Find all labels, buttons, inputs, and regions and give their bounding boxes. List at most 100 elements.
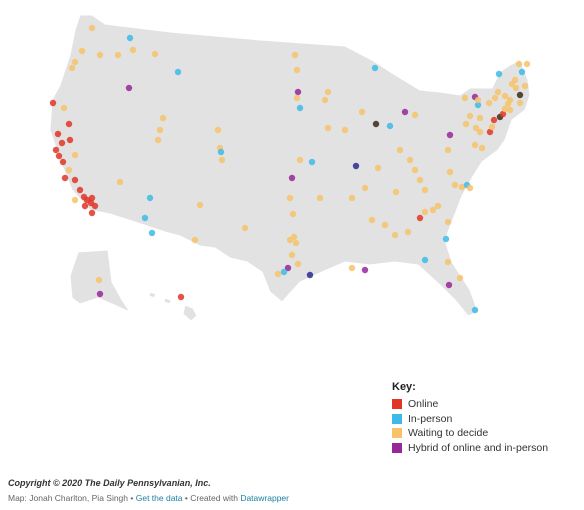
institution-dot[interactable] (196, 201, 204, 209)
institution-dot[interactable] (476, 128, 484, 136)
institution-dot[interactable] (114, 51, 122, 59)
institution-dot[interactable] (416, 176, 424, 184)
datawrapper-link[interactable]: Datawrapper (240, 493, 289, 503)
institution-dot[interactable] (125, 84, 133, 92)
institution-dot[interactable] (512, 84, 520, 92)
institution-dot[interactable] (88, 194, 96, 202)
institution-dot[interactable] (421, 186, 429, 194)
institution-dot[interactable] (511, 76, 519, 84)
institution-dot[interactable] (293, 94, 301, 102)
get-data-link[interactable]: Get the data (135, 493, 183, 503)
institution-dot[interactable] (217, 148, 225, 156)
institution-dot[interactable] (71, 58, 79, 66)
institution-dot[interactable] (421, 208, 429, 216)
institution-dot[interactable] (286, 194, 294, 202)
institution-dot[interactable] (159, 114, 167, 122)
institution-dot[interactable] (429, 206, 437, 214)
institution-dot[interactable] (521, 82, 529, 90)
institution-dot[interactable] (76, 186, 84, 194)
institution-dot[interactable] (308, 158, 316, 166)
institution-dot[interactable] (486, 128, 494, 136)
institution-dot[interactable] (288, 174, 296, 182)
institution-dot[interactable] (66, 136, 74, 144)
institution-dot[interactable] (96, 51, 104, 59)
institution-dot[interactable] (391, 231, 399, 239)
institution-dot[interactable] (372, 120, 380, 128)
institution-dot[interactable] (116, 178, 124, 186)
institution-dot[interactable] (294, 88, 302, 96)
institution-dot[interactable] (60, 104, 68, 112)
institution-dot[interactable] (396, 146, 404, 154)
institution-dot[interactable] (341, 126, 349, 134)
institution-dot[interactable] (274, 270, 282, 278)
institution-dot[interactable] (444, 146, 452, 154)
institution-dot[interactable] (494, 88, 502, 96)
institution-dot[interactable] (96, 290, 104, 298)
institution-dot[interactable] (466, 112, 474, 120)
institution-dot[interactable] (177, 293, 185, 301)
institution-dot[interactable] (306, 271, 314, 279)
institution-dot[interactable] (95, 276, 103, 284)
institution-dot[interactable] (404, 228, 412, 236)
institution-dot[interactable] (88, 24, 96, 32)
institution-dot[interactable] (411, 111, 419, 119)
institution-dot[interactable] (368, 216, 376, 224)
institution-dot[interactable] (91, 202, 99, 210)
institution-dot[interactable] (129, 46, 137, 54)
institution-dot[interactable] (81, 202, 89, 210)
institution-dot[interactable] (476, 114, 484, 122)
institution-dot[interactable] (444, 258, 452, 266)
institution-dot[interactable] (52, 146, 60, 154)
institution-dot[interactable] (421, 256, 429, 264)
institution-dot[interactable] (471, 306, 479, 314)
institution-dot[interactable] (523, 60, 531, 68)
institution-dot[interactable] (386, 122, 394, 130)
institution-dot[interactable] (151, 50, 159, 58)
institution-dot[interactable] (88, 209, 96, 217)
institution-dot[interactable] (296, 104, 304, 112)
institution-dot[interactable] (474, 96, 482, 104)
institution-dot[interactable] (495, 70, 503, 78)
institution-dot[interactable] (214, 126, 222, 134)
institution-dot[interactable] (191, 236, 199, 244)
institution-dot[interactable] (58, 139, 66, 147)
institution-dot[interactable] (352, 162, 360, 170)
institution-dot[interactable] (358, 108, 366, 116)
institution-dot[interactable] (361, 266, 369, 274)
institution-dot[interactable] (456, 274, 464, 282)
institution-dot[interactable] (515, 60, 523, 68)
institution-dot[interactable] (501, 105, 509, 113)
institution-dot[interactable] (280, 268, 288, 276)
institution-dot[interactable] (401, 108, 409, 116)
institution-dot[interactable] (148, 229, 156, 237)
institution-dot[interactable] (478, 144, 486, 152)
institution-dot[interactable] (445, 281, 453, 289)
institution-dot[interactable] (434, 202, 442, 210)
institution-dot[interactable] (466, 184, 474, 192)
institution-dot[interactable] (458, 183, 466, 191)
institution-dot[interactable] (71, 151, 79, 159)
institution-dot[interactable] (324, 88, 332, 96)
institution-dot[interactable] (59, 158, 67, 166)
institution-dot[interactable] (71, 196, 79, 204)
institution-dot[interactable] (444, 218, 452, 226)
institution-dot[interactable] (156, 126, 164, 134)
institution-dot[interactable] (284, 264, 292, 272)
institution-dot[interactable] (499, 110, 507, 118)
institution-dot[interactable] (472, 124, 480, 132)
institution-dot[interactable] (416, 214, 424, 222)
institution-dot[interactable] (411, 166, 419, 174)
institution-dot[interactable] (442, 235, 450, 243)
institution-dot[interactable] (462, 120, 470, 128)
institution-dot[interactable] (49, 99, 57, 107)
institution-dot[interactable] (292, 239, 300, 247)
institution-dot[interactable] (296, 156, 304, 164)
institution-dot[interactable] (501, 92, 509, 100)
institution-dot[interactable] (293, 66, 301, 74)
institution-dot[interactable] (461, 94, 469, 102)
institution-dot[interactable] (518, 68, 526, 76)
institution-dot[interactable] (290, 233, 298, 241)
institution-dot[interactable] (374, 164, 382, 172)
institution-dot[interactable] (154, 136, 162, 144)
institution-dot[interactable] (381, 221, 389, 229)
